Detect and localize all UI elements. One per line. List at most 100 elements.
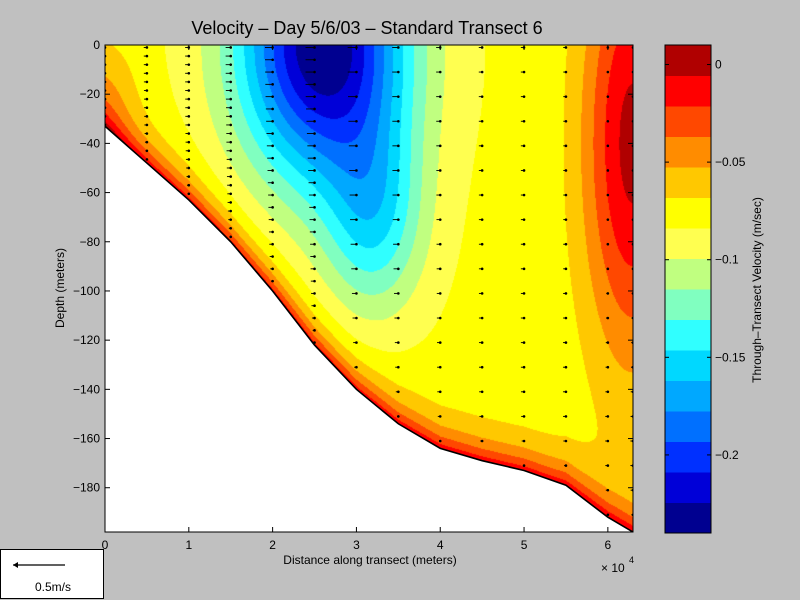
velocity-vector-dot [313,95,316,98]
velocity-vector-dot [187,158,191,161]
velocity-vector-dot [397,415,400,418]
velocity-vector-dot [397,218,400,221]
velocity-vector-dot [564,242,568,246]
velocity-vector-dot [313,279,316,283]
velocity-vector-dot [522,365,526,369]
velocity-vector-dot [271,230,274,234]
velocity-vector-dot [313,83,316,86]
velocity-vector-dot [564,169,568,172]
x-axis-multiplier: × 10 [601,561,625,575]
velocity-vector-dot [522,242,526,246]
colorbar-band [665,472,711,503]
velocity-vector-dot [271,58,274,62]
scale-vector-arrow [13,562,65,568]
y-axis-label: Depth (meters) [53,248,67,328]
velocity-vector-dot [229,218,233,221]
velocity-vector-dot [187,71,191,75]
y-tick-label: −40 [80,136,101,150]
velocity-vector-dot [355,95,358,98]
x-tick-label: 3 [353,538,360,552]
velocity-vector-dot [438,242,442,246]
velocity-vector-dot [397,267,400,271]
seafloor-mask [105,125,633,532]
velocity-vector-dot [606,119,610,123]
velocity-vector-dot [438,169,442,172]
y-tick-label: 0 [93,38,100,52]
velocity-vector-dot [564,267,568,271]
velocity-vector-dot [438,193,442,197]
velocity-vector-dot [480,119,484,123]
velocity-vector-dot [355,144,358,148]
colorbar [665,45,711,534]
velocity-vector-dot [438,316,442,320]
scale-vector-legend: 0.5m/s [0,549,104,599]
colorbar-band [665,167,711,198]
colorbar-band [665,441,711,473]
velocity-vector-dot [313,144,316,148]
velocity-vector-dot [313,242,316,246]
velocity-vector-dot [145,97,149,101]
velocity-vector-dot [187,175,191,178]
colorbar-tick-label: −0.1 [715,253,739,267]
velocity-vector-dot [229,158,233,161]
velocity-vector-dot [355,341,358,344]
y-tick-label: −80 [80,235,101,249]
y-tick-label: −100 [73,284,100,298]
velocity-vector-dot [187,63,191,66]
velocity-vector-dot [145,46,149,49]
velocity-vector-dot [229,132,233,135]
velocity-vector-dot [522,169,526,172]
velocity-vector-dot [397,119,400,123]
velocity-vector-dot [606,267,610,271]
colorbar-tick-label: 0 [715,58,722,72]
velocity-vector-dot [522,415,526,418]
colorbar-band [665,45,711,76]
velocity-vector-dot [145,123,149,127]
velocity-vector-dot [522,292,526,295]
velocity-vector-dot [355,169,358,172]
velocity-vector-dot [438,415,442,418]
velocity-vector-dot [564,365,568,369]
velocity-vector-dot [271,70,274,74]
colorbar-label: Through–Transect Velocity (m/sec) [750,197,764,383]
velocity-vector-dot [229,80,233,84]
velocity-vector-dot [145,54,149,58]
velocity-vector-dot [355,218,358,221]
velocity-vector-dot [522,316,526,320]
colorbar-tick-label: −0.05 [715,155,746,169]
velocity-vector-dot [271,169,274,172]
velocity-vector-dot [313,107,316,111]
velocity-vector-dot [397,193,400,197]
colorbar-band [665,319,711,351]
y-tick-label: −60 [80,186,101,200]
y-axis-ticks: 0 −20 −40 −60 −80 −100 −120 −140 −160 −180 [73,38,633,495]
colorbar-band [665,411,711,442]
velocity-vector-dot [229,201,233,204]
velocity-vector-dot [397,70,400,74]
velocity-vector-dot [355,242,358,246]
velocity-vector-dot [229,226,233,230]
velocity-vector-dot [438,439,442,443]
velocity-vector-dot [145,63,149,66]
velocity-vector-dot [564,144,568,148]
velocity-vector-dot [480,365,484,369]
velocity-vector-dot [438,218,442,221]
velocity-vector-dot [271,156,274,160]
velocity-vector-dot [606,341,610,344]
velocity-vector-dot [313,193,316,197]
colorbar-band [665,380,711,412]
velocity-vector-dot [187,140,191,144]
colorbar-band [665,136,711,168]
velocity-vector-dot [522,218,526,221]
velocity-vector-dot [229,54,233,58]
velocity-vector-dot [313,267,316,271]
velocity-vector-dot [480,390,484,394]
velocity-vector-dot [522,95,526,98]
velocity-vector-dot [480,46,484,49]
velocity-vector-dot [438,119,442,123]
x-tick-label: 1 [185,538,192,552]
velocity-vector-dot [480,341,484,344]
velocity-vector-dot [606,365,610,369]
colorbar-band [665,106,711,137]
velocity-vector-dot [313,292,316,295]
